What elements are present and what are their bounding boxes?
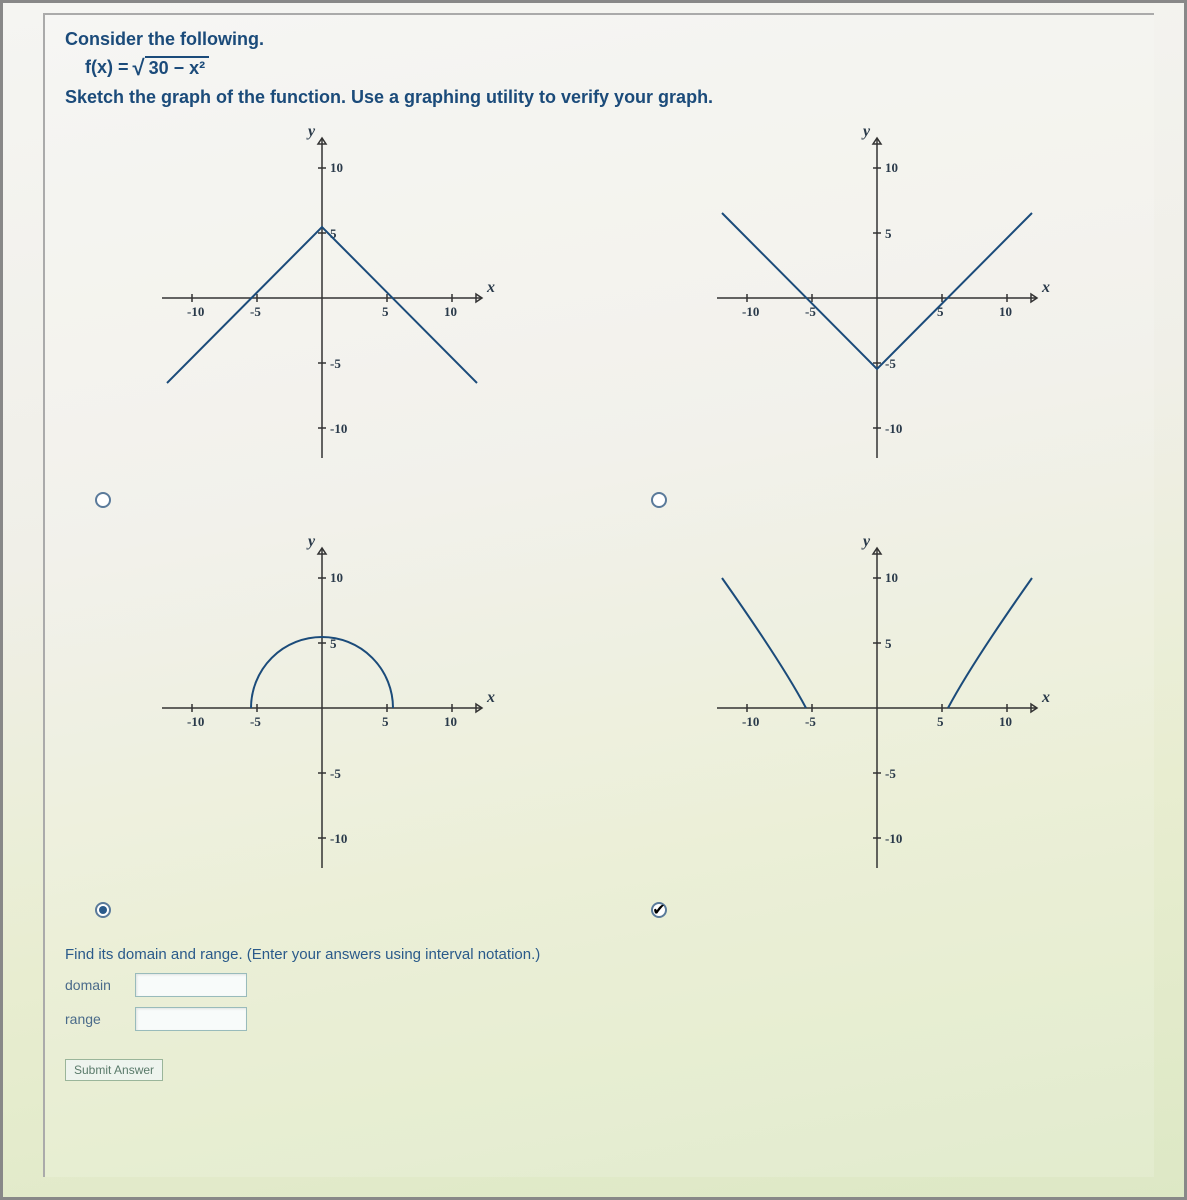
svg-text:-10: -10 — [187, 714, 204, 729]
range-row: range — [65, 1007, 1134, 1031]
svg-text:y: y — [861, 533, 871, 550]
svg-text:10: 10 — [999, 304, 1012, 319]
consider-heading: Consider the following. — [65, 29, 1134, 50]
radio-d[interactable]: ✔ — [651, 902, 667, 918]
svg-text:5: 5 — [885, 636, 892, 651]
svg-text:-5: -5 — [250, 714, 261, 729]
svg-text:-5: -5 — [805, 714, 816, 729]
function-formula: f(x) = √ 30 − x² — [85, 56, 1134, 79]
svg-text:5: 5 — [382, 714, 389, 729]
radio-c[interactable] — [95, 902, 111, 918]
ytick-p10: 10 — [330, 160, 343, 175]
svg-text:10: 10 — [999, 714, 1012, 729]
graph-option-a[interactable]: -10 -5 5 10 10 5 -5 -10 x y — [65, 118, 578, 518]
graph-b-svg: -10 -5 5 10 10 5 -5 -10 x y — [697, 118, 1057, 478]
graph-options: -10 -5 5 10 10 5 -5 -10 x y — [65, 118, 1134, 938]
ytick-n5: -5 — [330, 356, 341, 371]
question-panel: Consider the following. f(x) = √ 30 − x²… — [43, 13, 1154, 1177]
svg-text:x: x — [486, 689, 495, 706]
svg-text:x: x — [1041, 279, 1050, 296]
radio-b[interactable] — [651, 492, 667, 508]
tick-p5: 5 — [382, 304, 389, 319]
svg-text:5: 5 — [885, 226, 892, 241]
range-input[interactable] — [135, 1007, 247, 1031]
tick-n10: -10 — [187, 304, 204, 319]
svg-text:-10: -10 — [742, 304, 759, 319]
svg-text:-5: -5 — [885, 766, 896, 781]
range-label: range — [65, 1011, 125, 1027]
svg-text:-5: -5 — [330, 766, 341, 781]
radical-symbol: √ — [133, 57, 145, 79]
graph-option-c[interactable]: -10 -5 5 10 10 5 -5 -10 x y — [65, 528, 578, 928]
submit-button[interactable]: Submit Answer — [65, 1059, 163, 1081]
graph-c-svg: -10 -5 5 10 10 5 -5 -10 x y — [142, 528, 502, 888]
radio-a[interactable] — [95, 492, 111, 508]
svg-text:y: y — [306, 533, 316, 550]
svg-text:10: 10 — [885, 160, 898, 175]
tick-n5: -5 — [250, 304, 261, 319]
svg-text:x: x — [1041, 689, 1050, 706]
svg-text:-10: -10 — [885, 831, 902, 846]
sketch-heading: Sketch the graph of the function. Use a … — [65, 87, 1134, 108]
svg-text:10: 10 — [885, 570, 898, 585]
tick-p10: 10 — [444, 304, 457, 319]
domain-label: domain — [65, 977, 125, 993]
svg-text:-10: -10 — [330, 831, 347, 846]
svg-text:5: 5 — [937, 714, 944, 729]
domain-range-prompt: Find its domain and range. (Enter your a… — [65, 946, 1134, 963]
question-screenshot: Consider the following. f(x) = √ 30 − x²… — [0, 0, 1187, 1200]
fx-lhs: f(x) = — [85, 57, 129, 78]
check-icon: ✔ — [652, 900, 665, 920]
graph-option-b[interactable]: -10 -5 5 10 10 5 -5 -10 x y — [621, 118, 1134, 518]
svg-text:10: 10 — [444, 714, 457, 729]
domain-input[interactable] — [135, 973, 247, 997]
svg-text:-10: -10 — [742, 714, 759, 729]
domain-row: domain — [65, 973, 1134, 997]
ytick-n10: -10 — [330, 421, 347, 436]
graph-a-svg: -10 -5 5 10 10 5 -5 -10 x y — [142, 118, 502, 478]
y-axis-label: y — [306, 123, 316, 140]
svg-text:y: y — [861, 123, 871, 140]
sqrt-expression: √ 30 − x² — [133, 56, 210, 79]
graph-d-svg: -10 -5 5 10 10 5 -5 -10 x y — [697, 528, 1057, 888]
radicand: 30 − x² — [145, 56, 210, 79]
x-axis-label: x — [486, 279, 495, 296]
graph-option-d[interactable]: -10 -5 5 10 10 5 -5 -10 x y — [621, 528, 1134, 928]
svg-text:-10: -10 — [885, 421, 902, 436]
svg-text:10: 10 — [330, 570, 343, 585]
